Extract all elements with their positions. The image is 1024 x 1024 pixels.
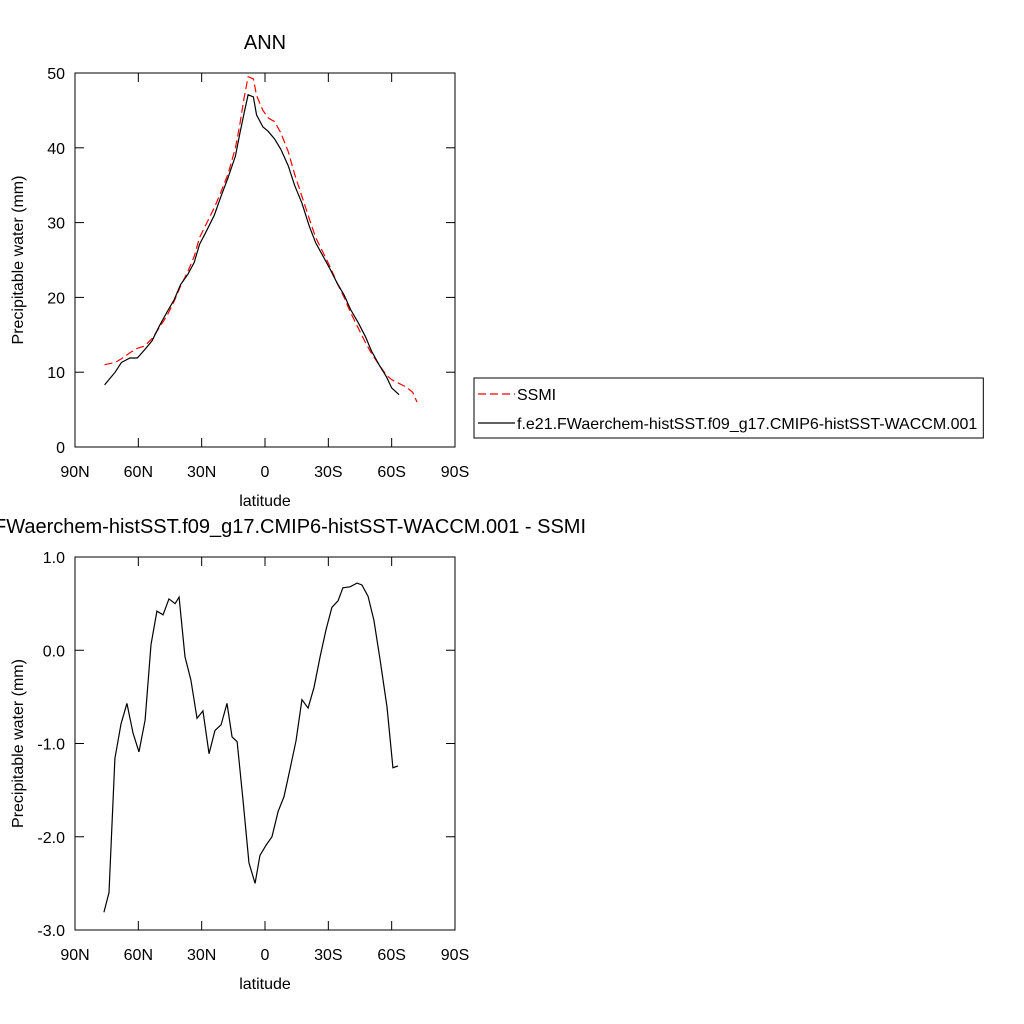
x-tick-label: 60N bbox=[124, 464, 153, 481]
x-tick-label: 30N bbox=[187, 947, 216, 964]
legend-frame bbox=[473, 377, 984, 439]
y-tick-label: 10 bbox=[47, 365, 65, 382]
x-tick-label: 60S bbox=[377, 464, 405, 481]
series-line bbox=[104, 75, 418, 403]
x-tick-label: 60N bbox=[124, 947, 153, 964]
plot: f.e21.FWaerchem-histSST.f09_g17.CMIP6-hi… bbox=[0, 516, 586, 993]
plot-frame bbox=[74, 72, 456, 448]
plot: ANN latitude Precipitable water (mm) 90N 60N… bbox=[10, 32, 469, 510]
y-tick-label: -1.0 bbox=[37, 737, 65, 754]
x-tick-label: 90S bbox=[441, 464, 469, 481]
y-tick-label: -3.0 bbox=[37, 923, 65, 940]
x-axis-label: latitude bbox=[239, 493, 291, 510]
x-tick-label: 30S bbox=[314, 464, 342, 481]
y-tick-label: 0 bbox=[56, 440, 65, 457]
legend: SSMI f.e21.FWaerchem-histSST.f09_g17.CMIP… bbox=[473, 377, 984, 439]
y-axis-label: Precipitable water (mm) bbox=[10, 176, 27, 345]
legend-label: f.e21.FWaerchem-histSST.f09_g17.CMIP6-hi… bbox=[517, 416, 977, 433]
y-tick-label: 40 bbox=[47, 141, 65, 158]
x-tick-label: 90N bbox=[60, 464, 89, 481]
y-tick-label: 1.0 bbox=[43, 550, 65, 567]
series-line bbox=[104, 93, 400, 396]
y-tick-label: 20 bbox=[47, 290, 65, 307]
y-tick-label: 30 bbox=[47, 216, 65, 233]
y-tick-label: 50 bbox=[47, 66, 65, 83]
series-line bbox=[103, 582, 399, 913]
x-tick-label: 90S bbox=[441, 947, 469, 964]
chart-title: ANN bbox=[244, 32, 286, 54]
plot-frame bbox=[74, 556, 456, 931]
y-tick-label: 0.0 bbox=[43, 643, 65, 660]
x-tick-label: 30S bbox=[314, 947, 342, 964]
legend-label: SSMI bbox=[517, 387, 556, 404]
x-axis-label: latitude bbox=[239, 976, 291, 993]
x-tick-label: 90N bbox=[60, 947, 89, 964]
chart-title: f.e21.FWaerchem-histSST.f09_g17.CMIP6-hi… bbox=[0, 516, 586, 538]
y-tick-label: -2.0 bbox=[37, 830, 65, 847]
y-axis-label: Precipitable water (mm) bbox=[10, 659, 27, 828]
x-tick-label: 0 bbox=[261, 947, 270, 964]
x-tick-label: 30N bbox=[187, 464, 216, 481]
x-tick-label: 60S bbox=[377, 947, 405, 964]
x-tick-label: 0 bbox=[261, 464, 270, 481]
